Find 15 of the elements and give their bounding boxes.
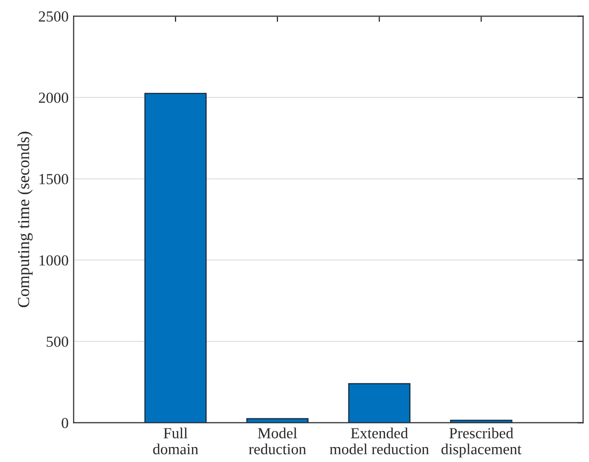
y-tick-label: 1000 [40,255,68,266]
bar [348,383,410,423]
x-tick-label: Full domain [153,428,198,454]
bar [246,418,309,423]
x-tick-label: Extended model reduction [330,428,429,454]
y-tick-label: 500 [46,336,68,347]
y-tick-label: 2000 [38,92,68,103]
x-tick-label: Model reduction [248,428,306,454]
y-tick-label: 1500 [40,174,68,184]
x-tick-label: Prescribed displacement [441,428,522,458]
bar [144,92,207,423]
y-axis-title: Computing time (seconds) [17,132,33,308]
y-tick-label: 2500 [38,11,68,22]
bar [450,420,512,423]
y-tick-label: 0 [62,418,68,428]
